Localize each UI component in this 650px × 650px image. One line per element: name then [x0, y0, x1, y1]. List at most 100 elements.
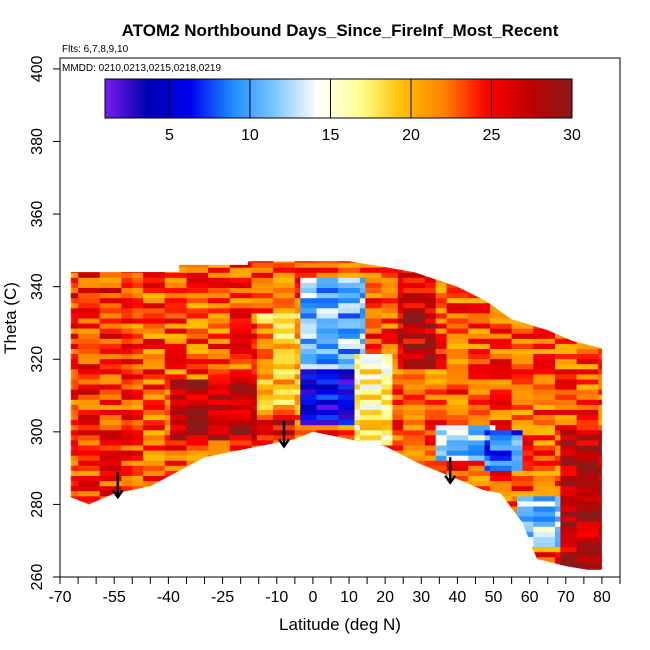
heatmap-cell [338, 480, 345, 487]
heatmap-cell [78, 262, 85, 268]
heatmap-cell [181, 531, 187, 537]
heatmap-cell [278, 460, 285, 466]
heatmap-cell [213, 480, 220, 487]
heatmap-cell [392, 485, 399, 492]
heatmap-cell [365, 444, 372, 451]
heatmap-cell [376, 414, 383, 421]
heatmap-cell [143, 419, 150, 426]
heatmap-cell [305, 480, 312, 487]
heatmap-cell [267, 516, 274, 522]
heatmap-cell [181, 328, 187, 334]
heatmap-cell [316, 404, 323, 410]
heatmap-cell [246, 277, 253, 283]
heatmap-cell [424, 399, 431, 405]
heatmap-cell [110, 261, 117, 263]
heatmap-cell [126, 261, 133, 263]
heatmap-cell [240, 455, 247, 461]
heatmap-cell [197, 292, 204, 299]
heatmap-cell [468, 450, 475, 456]
heatmap-cell [126, 419, 133, 426]
heatmap-cell [88, 404, 95, 410]
heatmap-cell [143, 394, 150, 400]
heatmap-cell [181, 409, 187, 415]
heatmap-cell [387, 262, 393, 268]
heatmap-cell [359, 485, 366, 492]
heatmap-cell [170, 287, 177, 294]
heatmap-cell [251, 292, 258, 299]
heatmap-cell [452, 307, 458, 314]
heatmap-cell [365, 389, 372, 395]
heatmap-cell [370, 348, 377, 354]
heatmap-cell [495, 516, 502, 522]
heatmap-cell [284, 485, 290, 492]
heatmap-cell [246, 526, 253, 532]
heatmap-cell [365, 307, 372, 314]
heatmap-cell [473, 297, 480, 304]
heatmap-cell [262, 541, 269, 548]
heatmap-cell [300, 348, 307, 354]
heatmap-cell [181, 561, 187, 568]
heatmap-cell [126, 353, 133, 360]
heatmap-cell [137, 328, 144, 334]
heatmap-cell [256, 526, 263, 532]
heatmap-cell [479, 551, 486, 558]
heatmap-cell [327, 261, 334, 263]
heatmap-cell [143, 378, 150, 385]
heatmap-cell [83, 394, 90, 400]
heatmap-cell [397, 485, 404, 492]
heatmap-cell [153, 444, 160, 451]
heatmap-cell [305, 419, 312, 426]
heatmap-cell [289, 389, 296, 395]
heatmap-cell [70, 302, 74, 309]
heatmap-cell [354, 373, 361, 380]
heatmap-cell [132, 510, 139, 517]
heatmap-cell [316, 262, 323, 268]
heatmap-cell [240, 399, 247, 405]
heatmap-cell [327, 521, 334, 527]
heatmap-cell [468, 322, 475, 329]
heatmap-cell [262, 475, 269, 482]
heatmap-cell [105, 439, 112, 446]
heatmap-cell [256, 460, 263, 466]
heatmap-cell [170, 338, 177, 344]
heatmap-cell [403, 434, 410, 441]
heatmap-cell [116, 389, 122, 395]
heatmap-cell [116, 566, 122, 570]
heatmap-cell [229, 261, 236, 263]
heatmap-cell [159, 566, 166, 570]
heatmap-cell [289, 297, 296, 304]
heatmap-cell [202, 262, 209, 268]
heatmap-cell [175, 333, 182, 339]
heatmap-cell [197, 521, 204, 527]
heatmap-cell [175, 551, 182, 558]
heatmap-cell [235, 439, 242, 446]
heatmap-cell [457, 475, 464, 482]
heatmap-cell [197, 551, 204, 558]
heatmap-cell [202, 439, 209, 446]
heatmap-cell [414, 343, 421, 349]
heatmap-cell [462, 444, 469, 451]
heatmap-cell [143, 414, 150, 421]
heatmap-cell [88, 353, 95, 360]
heatmap-cell [392, 424, 399, 431]
heatmap-cell [489, 465, 496, 471]
heatmap-cell [229, 450, 236, 456]
heatmap-cell [99, 510, 106, 517]
heatmap-cell [365, 272, 372, 278]
heatmap-cell [88, 383, 95, 390]
heatmap-cell [435, 470, 442, 476]
heatmap-cell [424, 287, 431, 294]
heatmap-cell [208, 404, 215, 410]
heatmap-cell [397, 358, 404, 365]
heatmap-cell [83, 546, 90, 553]
heatmap-cell [137, 541, 144, 548]
heatmap-cell [376, 505, 383, 512]
heatmap-cell [430, 490, 437, 497]
heatmap-cell [197, 383, 204, 390]
heatmap-cell [403, 526, 410, 532]
heatmap-cell [213, 373, 220, 380]
heatmap-cell [148, 317, 155, 324]
heatmap-cell [83, 302, 90, 309]
heatmap-cell [105, 521, 112, 527]
heatmap-cell [419, 348, 426, 354]
